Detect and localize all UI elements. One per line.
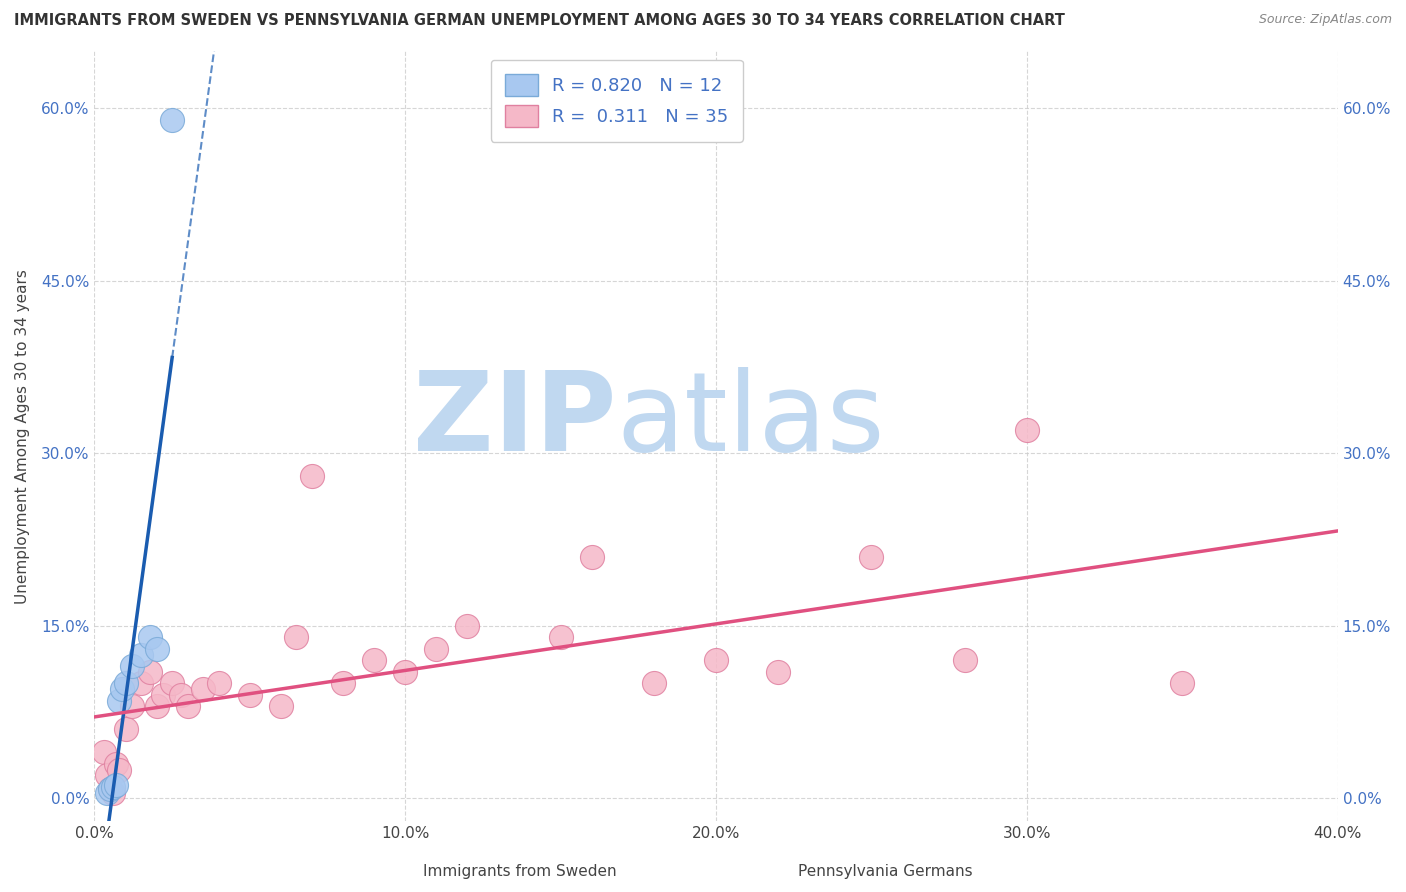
Point: [550, 631, 572, 645]
Point: [96, 768, 118, 782]
Point: [953, 653, 976, 667]
Point: [145, 699, 167, 714]
Point: [108, 693, 131, 707]
Point: [121, 659, 143, 673]
Point: [1171, 676, 1194, 690]
Point: [860, 549, 883, 564]
Point: [766, 665, 789, 679]
Point: [160, 676, 183, 690]
Point: [114, 723, 136, 737]
Point: [93, 746, 115, 760]
Text: Source: ZipAtlas.com: Source: ZipAtlas.com: [1258, 13, 1392, 27]
Point: [285, 631, 308, 645]
Point: [193, 682, 215, 697]
Point: [98, 782, 121, 797]
Point: [394, 665, 416, 679]
Point: [101, 780, 124, 794]
Point: [160, 112, 183, 127]
Point: [139, 665, 162, 679]
Y-axis label: Unemployment Among Ages 30 to 34 years: Unemployment Among Ages 30 to 34 years: [15, 268, 30, 604]
Text: IMMIGRANTS FROM SWEDEN VS PENNSYLVANIA GERMAN UNEMPLOYMENT AMONG AGES 30 TO 34 Y: IMMIGRANTS FROM SWEDEN VS PENNSYLVANIA G…: [14, 13, 1064, 29]
Point: [363, 653, 385, 667]
Point: [581, 549, 603, 564]
Point: [121, 699, 143, 714]
Point: [96, 786, 118, 800]
Text: atlas: atlas: [617, 368, 886, 475]
Point: [456, 619, 478, 633]
Point: [139, 631, 162, 645]
Point: [98, 782, 121, 797]
Point: [145, 641, 167, 656]
Point: [152, 688, 174, 702]
Point: [170, 688, 193, 702]
Point: [129, 676, 152, 690]
Point: [105, 756, 128, 771]
Point: [177, 699, 200, 714]
Point: [643, 676, 665, 690]
Point: [1015, 423, 1038, 437]
Point: [114, 676, 136, 690]
Legend: R = 0.820   N = 12, R =  0.311   N = 35: R = 0.820 N = 12, R = 0.311 N = 35: [491, 60, 742, 142]
Point: [332, 676, 354, 690]
Text: Pennsylvania Germans: Pennsylvania Germans: [799, 863, 973, 879]
Point: [208, 676, 231, 690]
Text: Immigrants from Sweden: Immigrants from Sweden: [423, 863, 617, 879]
Point: [704, 653, 727, 667]
Point: [301, 469, 323, 483]
Point: [270, 699, 292, 714]
Point: [425, 641, 447, 656]
Text: ZIP: ZIP: [413, 368, 617, 475]
Point: [129, 648, 152, 662]
Point: [111, 682, 134, 697]
Point: [105, 778, 128, 792]
Point: [108, 763, 131, 777]
Point: [239, 688, 262, 702]
Point: [101, 786, 124, 800]
